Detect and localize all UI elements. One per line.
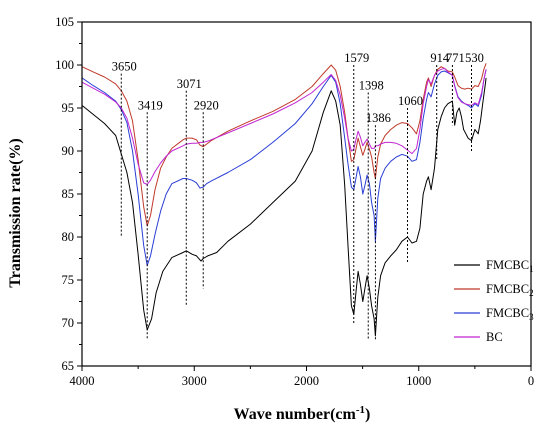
plot-content [82, 63, 487, 337]
annotation-label: 3419 [138, 98, 163, 112]
y-tick-label: 105 [55, 15, 74, 29]
annotation-label: 2920 [194, 98, 219, 112]
legend-subscript: 3 [529, 312, 534, 322]
legend-label: FMCBC1 [486, 258, 534, 274]
legend-label: FMCBC2 [486, 282, 534, 298]
series-line [82, 69, 487, 266]
legend-subscript: 2 [529, 288, 534, 298]
legend-subscript: 1 [529, 264, 534, 274]
y-tick-label: 100 [55, 58, 74, 72]
series-line [82, 63, 487, 227]
x-axis-title-tail: ) [365, 406, 370, 423]
series-line [82, 67, 487, 185]
axes: 65 70 75 80 85 90 95 100 105 4000 3000 2000 1000 0 [55, 15, 534, 388]
legend-label: FMCBC3 [486, 306, 534, 322]
x-tick-label: 3000 [182, 374, 207, 388]
x-tick-label: 1000 [406, 374, 431, 388]
series-line [82, 77, 487, 337]
x-axis-title: Wave number(cm-1) [234, 404, 371, 423]
annotation-label: 3650 [112, 60, 137, 74]
legend: FMCBC1 FMCBC2 FMCBC3 BC [454, 258, 534, 344]
y-tick-label: 80 [62, 230, 75, 244]
annotation-label: 1386 [366, 111, 391, 125]
annotation-label: 1398 [359, 79, 384, 93]
x-axis-title-main: Wave number(cm [234, 406, 357, 423]
legend-label: BC [486, 330, 503, 344]
y-tick-label: 75 [62, 273, 75, 287]
y-tick-label: 95 [62, 101, 75, 115]
annotation-label: 530 [465, 51, 484, 65]
x-tick-label: 4000 [70, 374, 95, 388]
annotation-label: 914 [430, 51, 450, 65]
y-tick-label: 70 [62, 316, 75, 330]
y-tick-label: 65 [62, 359, 75, 373]
plot-frame [81, 21, 532, 367]
annotation-label: 1060 [398, 94, 423, 108]
y-axis-title: Transmission rate(%) [7, 138, 24, 287]
annotation-label: 771 [446, 51, 465, 65]
x-axis-title-superscript: -1 [356, 404, 365, 416]
annotation-label: 3071 [177, 77, 202, 91]
y-tick-label: 85 [62, 187, 75, 201]
x-tick-label: 2000 [294, 374, 319, 388]
annotation-label: 1579 [344, 51, 369, 65]
x-tick-label: 0 [528, 374, 534, 388]
y-tick-label: 90 [62, 144, 75, 158]
